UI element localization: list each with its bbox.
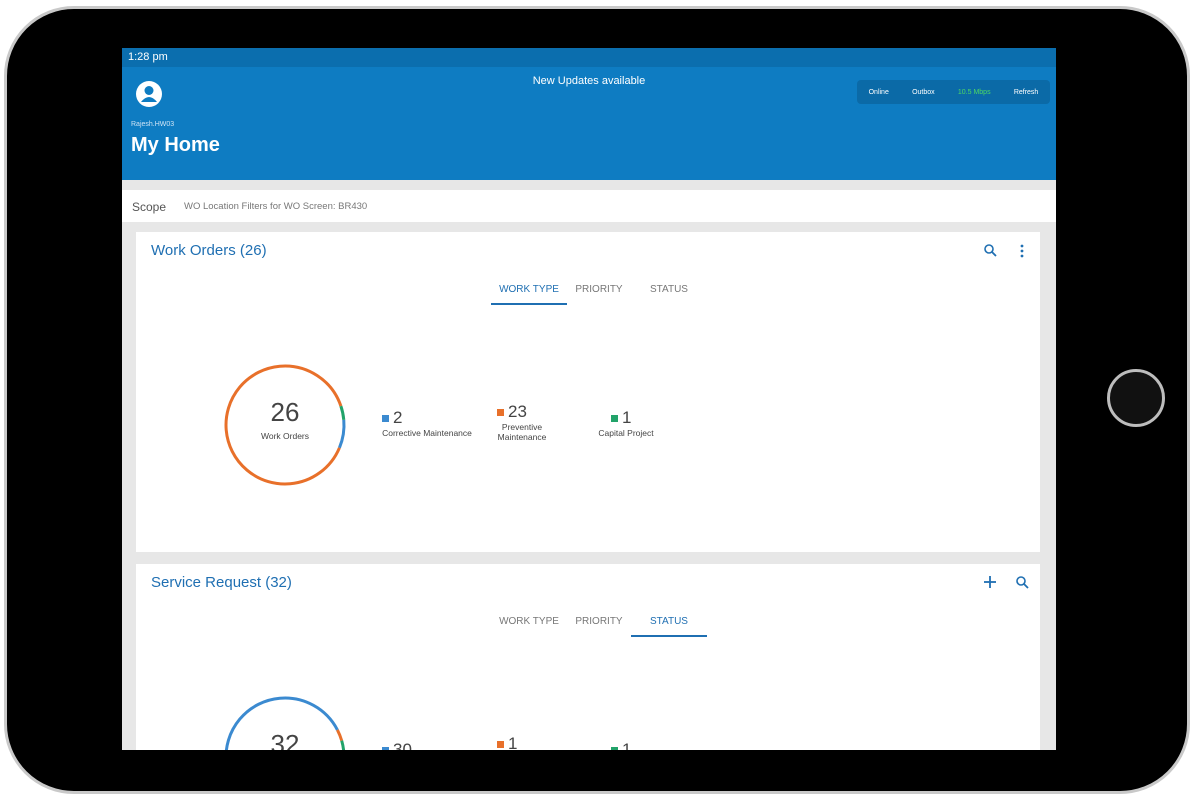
card: Work Orders (26) WORK TYPE PRIORITY STATUS 2… bbox=[136, 232, 1040, 552]
card-title: Service Request (32) bbox=[151, 574, 292, 591]
avatar[interactable] bbox=[135, 80, 163, 108]
page-title: My Home bbox=[131, 134, 220, 156]
legend-swatch bbox=[611, 414, 618, 422]
scope-value[interactable]: WO Location Filters for WO Screen: BR430 bbox=[184, 201, 368, 212]
donut-total: 32 bbox=[271, 729, 300, 750]
screen: 1:28 pm New Updates available Rajesh.HW0… bbox=[122, 48, 1056, 750]
tab[interactable]: STATUS bbox=[631, 616, 707, 637]
action[interactable]: Online bbox=[868, 88, 889, 96]
donut-total: 26 bbox=[271, 397, 300, 427]
legend-swatch bbox=[382, 414, 389, 422]
card: Service Request (32) WORK TYPE PRIORITY STA… bbox=[136, 564, 1040, 750]
card-icons bbox=[984, 576, 1029, 589]
banner[interactable]: New Updates available bbox=[532, 75, 646, 87]
scope-bar: Scope WO Location Filters for WO Screen:… bbox=[122, 190, 1056, 222]
legend-item: 1 bbox=[497, 734, 517, 750]
action[interactable]: Outbox bbox=[912, 88, 935, 96]
action-bar: Online Outbox 10.5 Mbps Refresh bbox=[857, 80, 1050, 104]
card-icons bbox=[984, 244, 1024, 258]
legend-label: Capital Project bbox=[598, 428, 654, 438]
legend-value: 2 bbox=[393, 408, 403, 427]
header: 1:28 pm New Updates available Rajesh.HW0… bbox=[122, 48, 1056, 180]
legend-swatch bbox=[382, 746, 389, 750]
legend-value: 30 bbox=[393, 740, 412, 750]
scope-label: Scope bbox=[132, 200, 167, 214]
donut: 26 Work Orders bbox=[224, 364, 346, 486]
donut-segment bbox=[224, 364, 346, 486]
donut-segment bbox=[224, 364, 346, 486]
legend-label: Preventive Maintenance bbox=[497, 422, 547, 442]
donut: 32 bbox=[224, 696, 346, 750]
clock: 1:28 pm bbox=[128, 51, 168, 63]
legend-value: 1 bbox=[622, 740, 632, 750]
legend-item: 1 Capital Project bbox=[598, 408, 681, 438]
legend-swatch bbox=[497, 740, 504, 748]
legend-value: 1 bbox=[508, 734, 518, 750]
legend-item: 30 bbox=[382, 740, 412, 750]
tab[interactable]: WORK TYPE bbox=[499, 616, 559, 627]
legend-value: 1 bbox=[622, 408, 632, 427]
user-name: Rajesh.HW03 bbox=[131, 121, 175, 128]
legend-item: 23 Preventive Maintenance bbox=[497, 402, 562, 442]
legend-item: 2 Corrective Maintenance bbox=[382, 408, 482, 438]
donut-segment bbox=[224, 696, 346, 750]
legend-swatch bbox=[497, 408, 504, 416]
tab[interactable]: PRIORITY bbox=[575, 616, 623, 627]
action[interactable]: Refresh bbox=[1013, 88, 1039, 96]
status-bar: 1:28 pm bbox=[122, 48, 1056, 67]
legend-item: 1 bbox=[611, 740, 631, 750]
legend-swatch bbox=[611, 746, 618, 750]
action[interactable]: 10.5 Mbps bbox=[957, 88, 991, 96]
legend-value: 23 bbox=[508, 402, 527, 421]
tab[interactable]: STATUS bbox=[650, 284, 688, 295]
donut-label: Work Orders bbox=[261, 431, 309, 441]
home-button bbox=[1107, 369, 1165, 427]
legend-label: Corrective Maintenance bbox=[382, 428, 472, 438]
card-title: Work Orders (26) bbox=[151, 242, 267, 259]
tab[interactable]: PRIORITY bbox=[575, 284, 623, 295]
tab[interactable]: WORK TYPE bbox=[491, 284, 567, 305]
